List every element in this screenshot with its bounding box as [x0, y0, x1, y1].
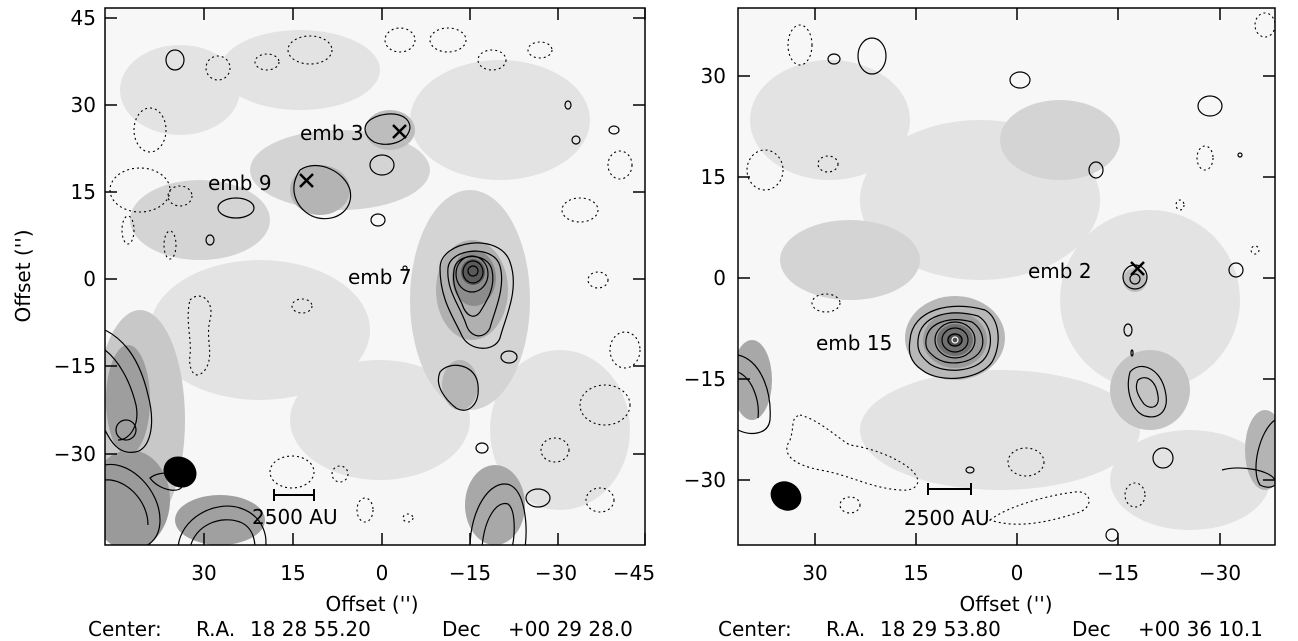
left-dec-value: +00 29 28.0	[508, 617, 633, 641]
left-y-tick: 15	[71, 180, 96, 204]
right-center-prefix: Center:	[718, 617, 792, 641]
left-beam-ellipse	[163, 456, 197, 488]
left-y-tick-labels: 45 30 15 0 −15 −30	[54, 6, 96, 466]
right-y-tick: 30	[701, 64, 726, 88]
right-x-tick: 0	[1011, 561, 1024, 585]
right-y-tick: 0	[713, 266, 726, 290]
right-scale-bar-label: 2500 AU	[904, 506, 990, 530]
right-beam-ellipse	[770, 481, 802, 511]
right-ra-label: R.A.	[826, 617, 865, 641]
right-ra-value: 18 29 53.80	[880, 617, 1001, 641]
right-y-tick: −15	[684, 367, 726, 391]
left-x-axis-title: Offset ('')	[325, 592, 418, 616]
right-dec-label: Dec	[1072, 617, 1111, 641]
right-x-axis-title: Offset ('')	[959, 592, 1052, 616]
left-y-axis-title: Offset ('')	[11, 229, 35, 322]
source-marker-emb2	[1130, 261, 1145, 276]
source-label-emb3: emb 3	[300, 121, 364, 145]
right-y-tick-labels: 30 15 0 −15 −30	[684, 64, 726, 492]
left-scale-bar-label: 2500 AU	[252, 505, 338, 529]
left-plot-frame	[104, 7, 646, 546]
right-map-image	[738, 8, 1275, 545]
left-ra-label: R.A.	[196, 617, 235, 641]
left-axis-ticks	[105, 8, 646, 545]
right-y-tick: −30	[684, 468, 726, 492]
source-marker-emb3	[392, 124, 407, 139]
right-dec-value: +00 36 10.1	[1138, 617, 1263, 641]
left-dec-label: Dec	[442, 617, 481, 641]
left-map-panel: 30 15 0 −15 −30 −45 45 30 15 0 −15 −30 O…	[11, 6, 655, 641]
left-scale-bar	[273, 489, 315, 501]
left-y-tick: −15	[54, 354, 96, 378]
right-y-tick: 15	[701, 165, 726, 189]
left-y-tick: 0	[83, 267, 96, 291]
left-x-tick: −45	[613, 561, 655, 585]
right-map-panel: 30 15 0 −15 −30 30 15 0 −15 −30 Offset (…	[684, 7, 1276, 641]
left-x-tick: −15	[449, 561, 491, 585]
left-x-tick: 0	[376, 561, 389, 585]
right-axis-ticks	[738, 8, 1275, 545]
left-y-tick: 30	[71, 93, 96, 117]
left-map-image	[105, 8, 645, 545]
right-x-tick: −15	[1097, 561, 1139, 585]
source-label-emb2: emb 2	[1028, 259, 1092, 283]
left-ra-value: 18 28 55.20	[250, 617, 371, 641]
left-x-tick: 30	[191, 561, 216, 585]
source-label-emb15: emb 15	[816, 331, 892, 355]
left-x-tick: −30	[535, 561, 577, 585]
source-label-emb9: emb 9	[208, 171, 272, 195]
right-center-coordinates: Center: R.A. 18 29 53.80 Dec +00 36 10.1	[718, 617, 1263, 641]
right-x-tick: 15	[903, 561, 928, 585]
right-x-tick: −30	[1199, 561, 1241, 585]
right-x-tick-labels: 30 15 0 −15 −30	[802, 561, 1241, 585]
right-plot-frame	[737, 7, 1276, 546]
left-y-tick: −30	[54, 442, 96, 466]
left-x-tick-labels: 30 15 0 −15 −30 −45	[191, 561, 655, 585]
source-marker-emb9	[299, 173, 314, 188]
right-scale-bar	[927, 483, 972, 495]
source-label-emb7: emb 7	[348, 265, 412, 289]
left-center-prefix: Center:	[88, 617, 162, 641]
left-center-coordinates: Center: R.A. 18 28 55.20 Dec +00 29 28.0	[88, 617, 633, 641]
left-x-tick: 15	[280, 561, 305, 585]
right-x-tick: 30	[802, 561, 827, 585]
left-y-tick: 45	[71, 6, 96, 30]
